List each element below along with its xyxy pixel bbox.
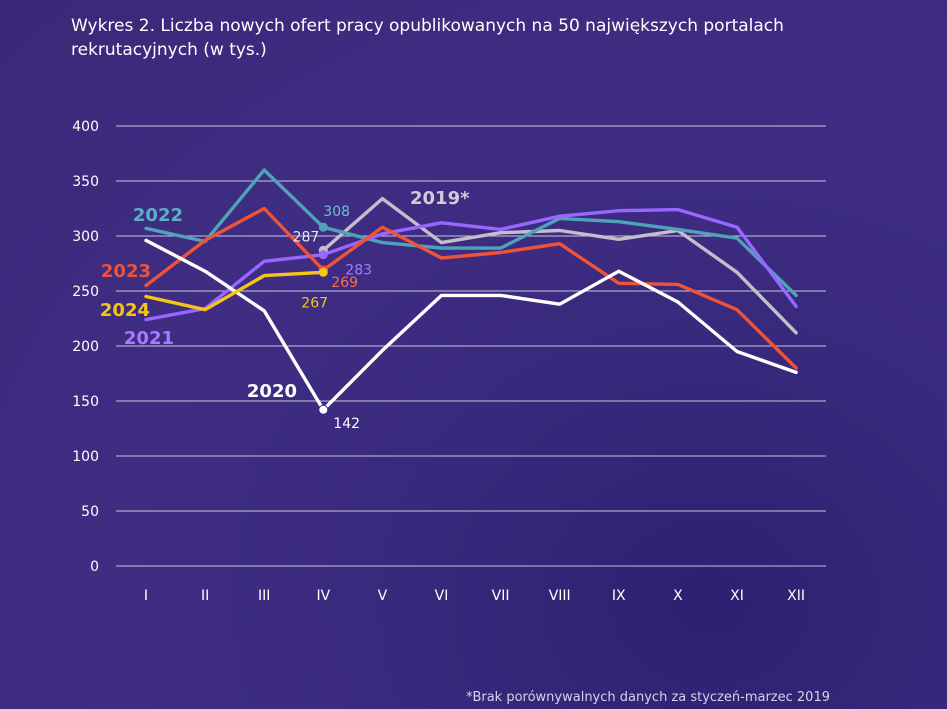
x-tick-label: XII xyxy=(787,588,805,604)
value-annotation-2023: 269 xyxy=(331,275,358,291)
x-axis-tick-labels: I II III IV V VI VII VIII IX X XI XII xyxy=(144,588,805,604)
series-label-2019: 2019* xyxy=(410,188,470,209)
x-tick-label: I xyxy=(144,588,148,604)
point-marker-2024 xyxy=(318,267,328,277)
y-tick-label: 150 xyxy=(72,394,99,410)
x-tick-label: VIII xyxy=(549,588,571,604)
series-label-2021: 2021 xyxy=(124,328,174,349)
x-tick-label: VI xyxy=(435,588,449,604)
series-line-2023 xyxy=(144,206,798,370)
x-tick-label: III xyxy=(258,588,270,604)
x-tick-label: IV xyxy=(316,588,330,604)
value-annotation-2022: 308 xyxy=(323,204,350,220)
y-tick-label: 300 xyxy=(72,229,99,245)
y-tick-label: 250 xyxy=(72,284,99,300)
value-annotation-2019: 287 xyxy=(293,229,320,245)
x-tick-label: X xyxy=(673,588,683,604)
value-annotation-2024: 267 xyxy=(301,295,328,311)
y-tick-label: 0 xyxy=(90,559,99,575)
y-tick-label: 100 xyxy=(72,449,99,465)
series-label-2024: 2024 xyxy=(100,300,150,321)
x-tick-label: IX xyxy=(612,588,626,604)
point-marker-2020 xyxy=(318,404,329,415)
point-marker-2022 xyxy=(318,222,328,232)
grid-lines xyxy=(116,125,826,567)
value-annotation-2021: 283 xyxy=(345,263,372,279)
series-line-2021 xyxy=(144,207,798,322)
chart-title: Wykres 2. Liczba nowych ofert pracy opub… xyxy=(71,16,784,60)
series-markers xyxy=(318,222,329,415)
series-label-2020: 2020 xyxy=(247,381,297,402)
y-tick-label: 350 xyxy=(72,174,99,190)
x-tick-label: V xyxy=(378,588,388,604)
y-tick-label: 200 xyxy=(72,339,99,355)
series-line-2024 xyxy=(144,270,325,312)
series-line-2020 xyxy=(144,238,798,412)
x-tick-label: XI xyxy=(730,588,744,604)
point-marker-2021 xyxy=(318,250,328,260)
y-axis-tick-labels: 0 50 100 150 200 250 300 350 400 xyxy=(72,119,99,575)
series-line-2022 xyxy=(144,168,798,298)
x-tick-label: II xyxy=(201,588,209,604)
series-label-2022: 2022 xyxy=(133,205,183,226)
series-label-2023: 2023 xyxy=(101,261,151,282)
y-tick-label: 50 xyxy=(81,504,99,520)
series-line-2019 xyxy=(321,196,798,335)
y-tick-label: 400 xyxy=(72,119,99,135)
series-labels: 2019* 2022 2021 2023 2020 2024 xyxy=(100,188,470,402)
footnote: *Brak porównywalnych danych za styczeń-m… xyxy=(465,690,830,705)
value-annotation-2020: 142 xyxy=(333,416,360,432)
x-tick-label: VII xyxy=(492,588,510,604)
series-lines xyxy=(144,168,798,412)
